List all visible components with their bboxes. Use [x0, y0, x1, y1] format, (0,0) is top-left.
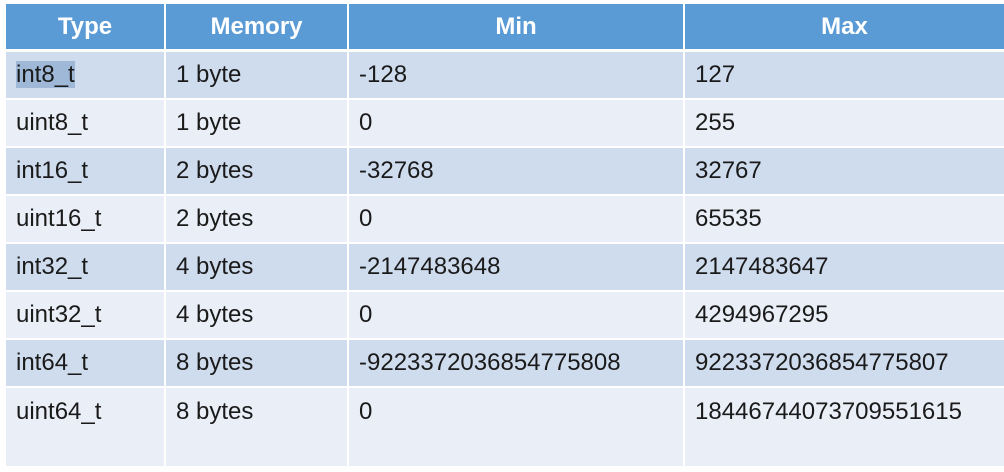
- type-cell[interactable]: uint8_t: [6, 99, 166, 148]
- min-cell[interactable]: 0: [348, 291, 685, 340]
- integer-types-table: Type Memory Min Max int8_t 1 byte -128 1…: [6, 4, 1004, 468]
- memory-cell[interactable]: 4 bytes: [165, 291, 349, 340]
- selected-text[interactable]: int8_t: [16, 61, 75, 88]
- max-cell[interactable]: 18446744073709551615: [684, 387, 1004, 468]
- header-row: Type Memory Min Max: [6, 4, 1004, 52]
- header-max: Max: [684, 4, 1004, 52]
- type-cell[interactable]: int16_t: [6, 147, 166, 196]
- table-row: int8_t 1 byte -128 127: [6, 50, 1004, 100]
- type-cell[interactable]: uint64_t: [6, 387, 166, 468]
- max-cell[interactable]: 255: [684, 99, 1004, 148]
- max-cell[interactable]: 4294967295: [684, 291, 1004, 340]
- header-type: Type: [6, 4, 166, 52]
- table-row: int32_t 4 bytes -2147483648 2147483647: [6, 243, 1004, 292]
- min-cell[interactable]: 0: [348, 387, 685, 468]
- max-cell[interactable]: 127: [684, 50, 1004, 100]
- header-min: Min: [348, 4, 685, 52]
- min-cell[interactable]: -32768: [348, 147, 685, 196]
- table-row: uint8_t 1 byte 0 255: [6, 99, 1004, 148]
- memory-cell[interactable]: 2 bytes: [165, 147, 349, 196]
- type-cell[interactable]: int32_t: [6, 243, 166, 292]
- table-row: int16_t 2 bytes -32768 32767: [6, 147, 1004, 196]
- memory-cell[interactable]: 2 bytes: [165, 195, 349, 244]
- min-cell[interactable]: -9223372036854775808: [348, 339, 685, 388]
- memory-cell[interactable]: 1 byte: [165, 99, 349, 148]
- table-row: uint32_t 4 bytes 0 4294967295: [6, 291, 1004, 340]
- min-cell[interactable]: -2147483648: [348, 243, 685, 292]
- min-cell[interactable]: 0: [348, 195, 685, 244]
- memory-cell[interactable]: 4 bytes: [165, 243, 349, 292]
- min-cell[interactable]: -128: [348, 50, 685, 100]
- max-cell[interactable]: 9223372036854775807: [684, 339, 1004, 388]
- max-cell[interactable]: 65535: [684, 195, 1004, 244]
- max-cell[interactable]: 32767: [684, 147, 1004, 196]
- type-cell[interactable]: int64_t: [6, 339, 166, 388]
- table-row: uint64_t 8 bytes 0 18446744073709551615: [6, 387, 1004, 468]
- memory-cell[interactable]: 8 bytes: [165, 387, 349, 468]
- header-memory: Memory: [165, 4, 349, 52]
- table-row: int64_t 8 bytes -9223372036854775808 922…: [6, 339, 1004, 388]
- type-cell[interactable]: int8_t: [6, 50, 166, 100]
- type-cell[interactable]: uint32_t: [6, 291, 166, 340]
- min-cell[interactable]: 0: [348, 99, 685, 148]
- memory-cell[interactable]: 8 bytes: [165, 339, 349, 388]
- table-row: uint16_t 2 bytes 0 65535: [6, 195, 1004, 244]
- max-cell[interactable]: 2147483647: [684, 243, 1004, 292]
- type-cell[interactable]: uint16_t: [6, 195, 166, 244]
- memory-cell[interactable]: 1 byte: [165, 50, 349, 100]
